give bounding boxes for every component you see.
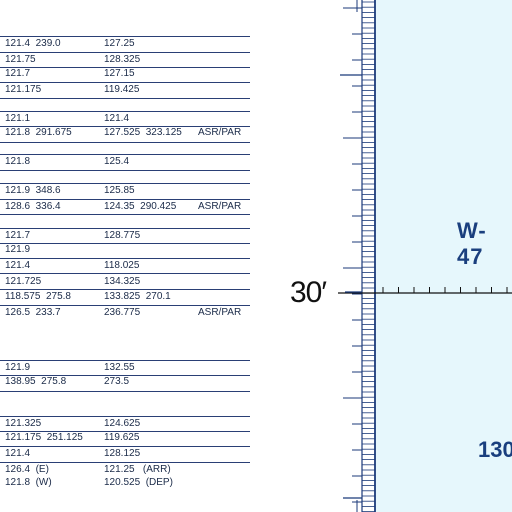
table-rule [0, 82, 250, 83]
table-row: 121.4 239.0 127.25 [0, 37, 250, 51]
table-row: 121.325 124.625 [0, 417, 250, 431]
cell-c2: 128.775 [104, 230, 141, 241]
cell-c2: 128.325 [104, 54, 141, 65]
latitude-label: 30′ [290, 276, 327, 309]
cell-c2: 121.25 (ARR) 120.525 (DEP) [104, 464, 173, 488]
table-rule [0, 67, 250, 68]
table-row: 121.725 134.325 [0, 275, 250, 289]
table-rule [0, 142, 250, 143]
table-row: 118.575 275.8 133.825 270.1 [0, 290, 250, 304]
cell-c1: 126.4 (E) 121.8 (W) [5, 464, 52, 488]
cell-c1: 121.175 [5, 84, 42, 95]
table-rule [0, 170, 250, 171]
cell-c2: 119.425 [104, 84, 140, 95]
table-row: 121.9 [0, 243, 250, 257]
table-row: 121.4 128.125 [0, 447, 250, 461]
table-rule [0, 183, 250, 184]
cell-c2: 127.25 [104, 38, 135, 49]
table-row: 121.1 121.4 [0, 112, 250, 126]
cell-c2: 273.5 [104, 376, 130, 387]
table-rule [0, 431, 250, 432]
table-row: 121.9 348.6 125.85 [0, 184, 250, 198]
cell-c2: 132.55 [104, 362, 135, 373]
cell-c1: 126.5 233.7 [5, 307, 61, 318]
cell-c3: ASR/PAR [198, 127, 242, 138]
cell-c2: 125.4 [104, 156, 130, 167]
cell-c1: 121.7 [5, 68, 31, 79]
cell-c1: 121.9 [5, 244, 31, 255]
cell-c2: 124.35 290.425 [104, 201, 177, 212]
table-row: 126.4 (E) 121.8 (W) 121.25 (ARR) 120.525 … [0, 463, 250, 491]
table-row: 121.8 291.675 127.525 323.125 ASR/PAR [0, 126, 250, 140]
cell-c1: 121.7 [5, 230, 31, 241]
table-rule [0, 273, 250, 274]
cell-c1: 121.325 [5, 418, 42, 429]
cell-c2: 133.825 270.1 [104, 291, 171, 302]
table-row: 138.95 275.8 273.5 [0, 375, 250, 389]
cell-c1: 121.4 [5, 448, 31, 459]
table-rule [0, 52, 250, 53]
table-rule [0, 111, 250, 112]
warning-area-label: W-47 [457, 218, 487, 269]
cell-c1: 121.8 291.675 [5, 127, 72, 138]
cell-c2: 118.025 [104, 260, 140, 271]
table-rule [0, 446, 250, 447]
cell-c2: 124.625 [104, 418, 141, 429]
table-rule [0, 154, 250, 155]
cell-c2: 125.85 [104, 185, 135, 196]
table-rule [0, 243, 250, 244]
table-rule [0, 416, 250, 417]
cell-c1: 121.9 [5, 362, 31, 373]
table-row: 121.75 128.325 [0, 53, 250, 67]
cell-c1: 121.75 [5, 54, 36, 65]
cell-c2: 121.4 [104, 113, 130, 124]
cell-c2: 128.125 [104, 448, 141, 459]
special-use-airspace-area [375, 0, 512, 512]
cell-c2: 134.325 [104, 276, 141, 287]
table-row: 121.7 127.15 [0, 67, 250, 81]
table-rule [0, 98, 250, 99]
table-rule [0, 289, 250, 290]
cell-c2: 119.625 [104, 432, 140, 443]
table-rule [0, 258, 250, 259]
cell-c1: 121.175 251.125 [5, 432, 83, 443]
table-rule [0, 462, 250, 463]
cell-c1: 121.725 [5, 276, 42, 287]
table-rule [0, 360, 250, 361]
table-rule [0, 228, 250, 229]
cell-c1: 138.95 275.8 [5, 376, 67, 387]
table-row: 128.6 336.4 124.35 290.425 ASR/PAR [0, 200, 250, 214]
frequency-table: 121.4 239.0 127.25 121.75 128.325 121.7 127.1… [0, 0, 250, 512]
cell-c1: 121.4 239.0 [5, 38, 61, 49]
cell-c1: 121.4 [5, 260, 31, 271]
cell-c1: 121.9 348.6 [5, 185, 61, 196]
table-rule [0, 375, 250, 376]
table-rule [0, 214, 250, 215]
table-row: 121.9 132.55 [0, 361, 250, 375]
cell-c3: ASR/PAR [198, 201, 242, 212]
table-rule [0, 36, 250, 37]
table-row: 126.5 233.7 236.775 ASR/PAR [0, 306, 250, 320]
table-rule [0, 199, 250, 200]
sector-number-label: 130 [478, 437, 512, 462]
cell-c1: 118.575 275.8 [5, 291, 71, 302]
cell-c1: 121.8 [5, 156, 31, 167]
cell-c1: 121.1 [5, 113, 31, 124]
latitude-scale [338, 0, 512, 512]
table-rule [0, 126, 250, 127]
table-rule [0, 391, 250, 392]
table-row: 121.175 119.425 [0, 83, 250, 97]
cell-c1: 128.6 336.4 [5, 201, 61, 212]
table-row: 121.8 125.4 [0, 155, 250, 169]
cell-c2: 127.525 323.125 [104, 127, 182, 138]
table-row: 121.7 128.775 [0, 229, 250, 243]
table-row: 121.4 118.025 [0, 259, 250, 273]
cell-c2: 236.775 [104, 307, 141, 318]
table-rule [0, 305, 250, 306]
cell-c2: 127.15 [104, 68, 135, 79]
table-row: 121.175 251.125 119.625 [0, 431, 250, 445]
cell-c3: ASR/PAR [198, 307, 242, 318]
